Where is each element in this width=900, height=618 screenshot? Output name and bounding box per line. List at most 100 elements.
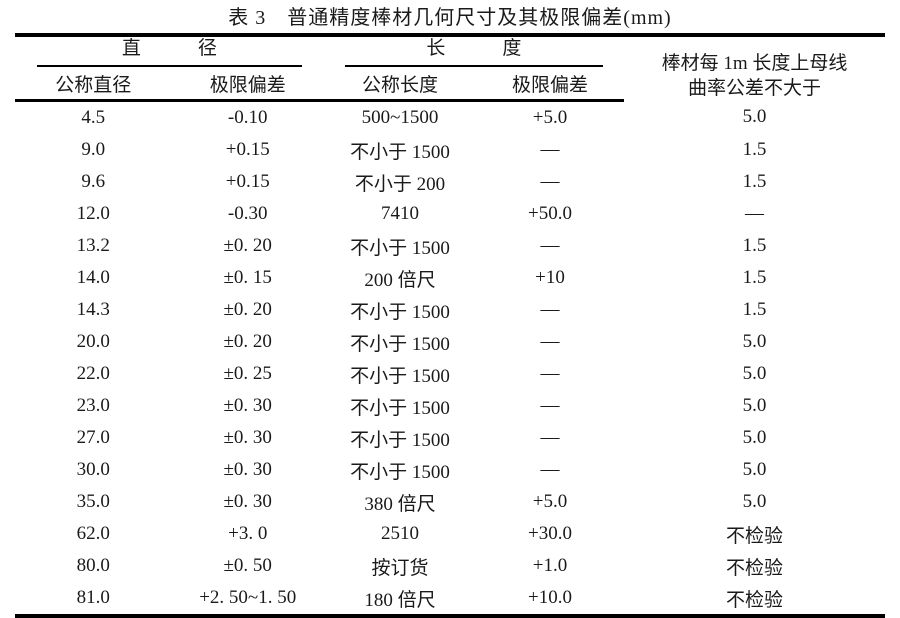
length-deviation-cell: — xyxy=(540,139,560,160)
table-row: 22.0 ±0. 25 不小于 1500 — 5.0 xyxy=(15,358,885,390)
diameter-deviation-cell: -0.10 xyxy=(227,107,268,128)
nominal-diameter-cell: 4.5 xyxy=(81,107,106,128)
nominal-length-cell: 不小于 200 xyxy=(354,173,446,195)
curvature-tolerance-cell: 不检验 xyxy=(725,557,783,579)
bar-dimension-table: 直 径 长 度 棒材每 1m 长度上母线 曲率公差不大于 公称直径 极限偏差 公… xyxy=(15,33,885,618)
table-row: 9.6 +0.15 不小于 200 — 1.5 xyxy=(15,166,885,198)
curvature-tolerance-cell: 1.5 xyxy=(742,171,767,192)
length-group-header: 长 度 xyxy=(324,35,624,67)
diameter-deviation-cell: ±0. 15 xyxy=(223,267,272,288)
nominal-length-cell: 7410 xyxy=(380,203,419,224)
table-title: 表 3 普通精度棒材几何尺寸及其极限偏差(mm) xyxy=(228,7,672,29)
diameter-deviation-cell: ±0. 30 xyxy=(223,395,272,416)
diameter-deviation-cell: ±0. 20 xyxy=(223,299,272,320)
diameter-deviation-cell: +2. 50~1. 50 xyxy=(199,587,297,608)
length-deviation-cell: — xyxy=(540,459,560,480)
nominal-length-cell: 380 倍尺 xyxy=(364,493,436,515)
curvature-tolerance-cell: 1.5 xyxy=(742,139,767,160)
diameter-deviation-header: 极限偏差 xyxy=(171,67,324,102)
length-deviation-cell: — xyxy=(540,395,560,416)
diameter-deviation-cell: -0.30 xyxy=(227,203,268,224)
nominal-length-cell: 不小于 1500 xyxy=(350,461,450,483)
curvature-tolerance-cell: 5.0 xyxy=(742,106,767,128)
diameter-deviation-cell: +0.15 xyxy=(225,171,270,192)
diameter-group-header: 直 径 xyxy=(15,35,324,67)
nominal-diameter-cell: 30.0 xyxy=(76,459,110,480)
diameter-deviation-cell: +3. 0 xyxy=(228,523,268,544)
table-row: 30.0 ±0. 30 不小于 1500 — 5.0 xyxy=(15,454,885,486)
curvature-header-line2: 曲率公差不大于 xyxy=(687,77,821,99)
length-deviation-cell: — xyxy=(540,331,560,352)
nominal-length-header: 公称长度 xyxy=(323,67,477,102)
length-deviation-cell: +5.0 xyxy=(532,107,568,128)
nominal-diameter-cell: 12.0 xyxy=(76,203,110,224)
curvature-tolerance-cell: 5.0 xyxy=(742,363,767,384)
curvature-tolerance-cell: 5.0 xyxy=(742,459,767,480)
length-deviation-cell: +1.0 xyxy=(532,555,568,576)
nominal-diameter-cell: 23.0 xyxy=(76,395,110,416)
nominal-diameter-cell: 13.2 xyxy=(76,235,110,256)
length-deviation-cell: +10.0 xyxy=(528,587,573,608)
nominal-length-cell: 180 倍尺 xyxy=(364,589,436,611)
diameter-deviation-cell: ±0. 20 xyxy=(223,331,272,352)
nominal-length-cell: 不小于 1500 xyxy=(350,237,450,259)
diameter-deviation-cell: ±0. 30 xyxy=(223,459,272,480)
table-row: 12.0 -0.30 7410 +50.0 — xyxy=(15,198,885,230)
nominal-length-cell: 2510 xyxy=(380,523,419,544)
nominal-length-cell: 不小于 1500 xyxy=(350,429,450,451)
diameter-deviation-cell: ±0. 30 xyxy=(223,427,272,448)
group-header-row: 直 径 长 度 棒材每 1m 长度上母线 曲率公差不大于 xyxy=(15,35,885,99)
nominal-diameter-cell: 20.0 xyxy=(76,331,110,352)
curvature-tolerance-cell: 5.0 xyxy=(742,491,767,512)
nominal-diameter-cell: 80.0 xyxy=(76,555,110,576)
nominal-diameter-cell: 22.0 xyxy=(76,363,110,384)
curvature-tolerance-cell: 1.5 xyxy=(742,235,767,256)
nominal-diameter-cell: 14.3 xyxy=(76,299,110,320)
nominal-length-cell: 不小于 1500 xyxy=(350,141,450,163)
nominal-length-cell: 不小于 1500 xyxy=(350,397,450,419)
length-deviation-cell: +10 xyxy=(535,267,565,288)
curvature-tolerance-cell: 5.0 xyxy=(742,331,767,352)
table-row: 14.0 ±0. 15 200 倍尺 +10 1.5 xyxy=(15,262,885,294)
curvature-tolerance-cell: 1.5 xyxy=(742,299,767,320)
diameter-deviation-cell: ±0. 20 xyxy=(223,235,272,256)
curvature-header-line1: 棒材每 1m 长度上母线 xyxy=(661,52,848,74)
length-deviation-cell: +50.0 xyxy=(528,203,573,224)
table-row: 62.0 +3. 0 2510 +30.0 不检验 xyxy=(15,518,885,550)
nominal-diameter-cell: 62.0 xyxy=(76,523,110,544)
nominal-length-cell: 不小于 1500 xyxy=(350,365,450,387)
nominal-diameter-cell: 14.0 xyxy=(76,267,110,288)
nominal-length-cell: 500~1500 xyxy=(361,107,439,128)
curvature-header: 棒材每 1m 长度上母线 曲率公差不大于 xyxy=(624,35,885,101)
nominal-diameter-cell: 27.0 xyxy=(76,427,110,448)
curvature-tolerance-cell: 1.5 xyxy=(742,267,767,288)
length-deviation-cell: — xyxy=(540,171,560,192)
diameter-deviation-cell: ±0. 50 xyxy=(223,555,272,576)
table-row: 20.0 ±0. 20 不小于 1500 — 5.0 xyxy=(15,326,885,358)
table-row: 9.0 +0.15 不小于 1500 — 1.5 xyxy=(15,134,885,166)
table-row: 23.0 ±0. 30 不小于 1500 — 5.0 xyxy=(15,390,885,422)
table-row: 13.2 ±0. 20 不小于 1500 — 1.5 xyxy=(15,230,885,262)
curvature-tolerance-cell: 不检验 xyxy=(725,525,783,547)
length-group-label: 长 度 xyxy=(344,37,603,67)
nominal-length-cell: 按订货 xyxy=(371,557,429,579)
curvature-tolerance-cell: 5.0 xyxy=(742,395,767,416)
curvature-tolerance-cell: — xyxy=(744,203,764,224)
nominal-diameter-cell: 9.6 xyxy=(81,171,106,192)
table-row: 81.0 +2. 50~1. 50 180 倍尺 +10.0 不检验 xyxy=(15,582,885,616)
table-row: 35.0 ±0. 30 380 倍尺 +5.0 5.0 xyxy=(15,486,885,518)
diameter-group-label: 直 径 xyxy=(36,37,303,67)
table-row: 80.0 ±0. 50 按订货 +1.0 不检验 xyxy=(15,550,885,582)
length-deviation-cell: — xyxy=(540,363,560,384)
nominal-length-cell: 不小于 1500 xyxy=(350,333,450,355)
table-header: 直 径 长 度 棒材每 1m 长度上母线 曲率公差不大于 公称直径 极限偏差 公… xyxy=(15,35,885,102)
diameter-deviation-cell: +0.15 xyxy=(225,139,270,160)
nominal-diameter-header: 公称直径 xyxy=(15,67,172,102)
nominal-length-cell: 不小于 1500 xyxy=(350,301,450,323)
nominal-length-cell: 200 倍尺 xyxy=(364,269,436,291)
nominal-diameter-cell: 35.0 xyxy=(76,491,110,512)
length-deviation-cell: — xyxy=(540,235,560,256)
table-body: 4.5 -0.10 500~1500 +5.0 5.0 9.0 +0.15 不小于 1500 —… xyxy=(15,101,885,617)
length-deviation-cell: +5.0 xyxy=(532,491,568,512)
length-deviation-cell: +30.0 xyxy=(528,523,573,544)
